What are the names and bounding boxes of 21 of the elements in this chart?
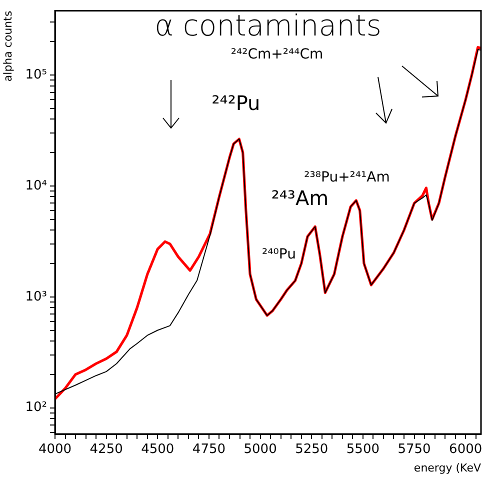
annotation: ²⁴⁰Pu — [262, 246, 296, 263]
x-tick-label: 4000 — [38, 442, 72, 458]
x-tick-label: 5750 — [398, 442, 431, 458]
y-tick-label: 10² — [25, 400, 47, 416]
y-tick-label: 10⁵ — [25, 67, 47, 82]
y-axis-title: alpha counts — [1, 10, 14, 82]
x-tick-label: 4500 — [141, 442, 174, 458]
annotation: ²⁴³Am — [271, 186, 329, 210]
x-tick-label: 4750 — [192, 442, 226, 458]
y-tick-label: 10⁴ — [25, 178, 47, 194]
chart-title: α contaminants — [154, 8, 382, 43]
annotation: ²³⁸Pu+²⁴¹Am — [304, 170, 390, 186]
x-tick-label: 5250 — [295, 442, 328, 458]
x-tick-label: 6000 — [449, 442, 482, 458]
y-tick-label: 10³ — [25, 289, 47, 304]
x-axis-title: energy (KeV — [414, 461, 482, 474]
x-tick-label: 5000 — [244, 442, 277, 458]
annotation: ²⁴²Cm+²⁴⁴Cm — [230, 46, 324, 63]
annotation: ²⁴²Pu — [212, 91, 260, 116]
x-tick-label: 5500 — [346, 442, 380, 458]
x-tick-label: 4250 — [90, 442, 123, 458]
